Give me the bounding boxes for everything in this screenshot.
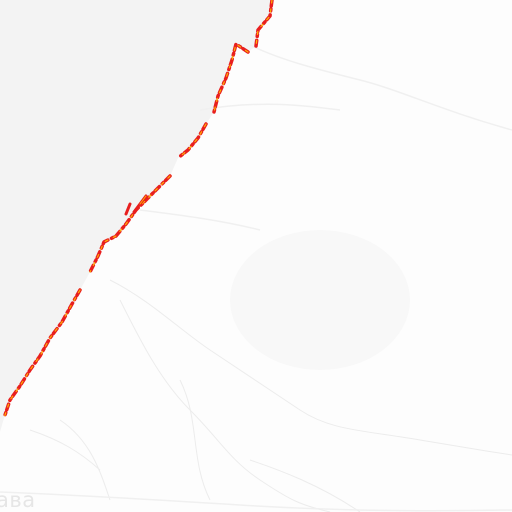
- place-label: ава: [0, 488, 36, 512]
- terrain-shade: [230, 230, 410, 370]
- road-network: [0, 44, 512, 512]
- coastline-heat-overlay: [2, 0, 274, 420]
- sea-area: [0, 0, 272, 432]
- river-network: [29, 279, 512, 512]
